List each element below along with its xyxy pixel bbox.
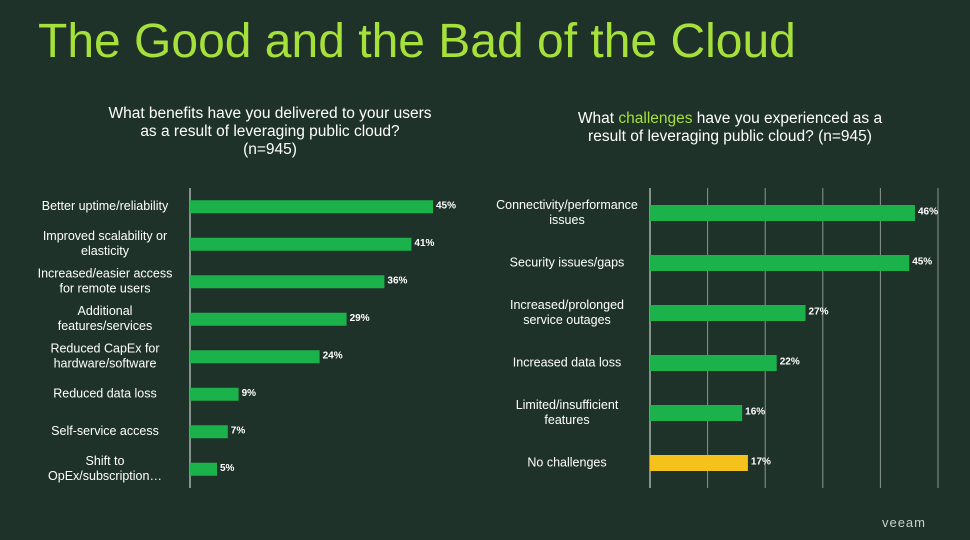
- benefits-bar: [190, 425, 228, 439]
- challenges-category-label: Connectivity/performance: [496, 198, 638, 212]
- challenges-category-label: service outages: [523, 313, 611, 327]
- benefits-category-label: for remote users: [59, 282, 150, 296]
- challenges-category-label: Limited/insufficient: [516, 398, 619, 412]
- challenges-question-prefix: What: [577, 110, 619, 127]
- benefits-bar: [190, 312, 347, 326]
- benefits-category-label: OpEx/subscription…: [48, 469, 162, 483]
- benefits-value-label: 7%: [231, 425, 246, 436]
- challenges-question-line2: result of leveraging public cloud? (n=94…: [588, 128, 872, 145]
- benefits-category-label: hardware/software: [54, 357, 157, 371]
- slide-title: The Good and the Bad of the Cloud: [38, 15, 796, 68]
- benefits-category-label: features/services: [58, 319, 152, 333]
- benefits-category-label: Additional: [78, 304, 133, 318]
- challenges-bar: [650, 255, 910, 271]
- challenges-chart-title: What challenges have you experienced as …: [520, 110, 940, 146]
- challenges-question-suffix: have you experienced as a: [692, 110, 883, 127]
- benefits-value-label: 29%: [350, 313, 370, 324]
- benefits-category-label: Better uptime/reliability: [42, 199, 169, 213]
- challenges-value-label: 45%: [912, 257, 932, 268]
- benefits-value-label: 36%: [387, 275, 407, 286]
- brand-logo: veeam: [881, 515, 926, 530]
- benefits-category-label: Improved scalability or: [43, 229, 167, 243]
- benefits-question-line2: as a result of leveraging public cloud?: [140, 123, 400, 140]
- benefits-value-label: 5%: [220, 463, 235, 474]
- challenges-category-label: No challenges: [527, 455, 606, 469]
- benefits-value-label: 41%: [414, 238, 434, 249]
- benefits-value-label: 9%: [242, 388, 257, 399]
- challenges-bar: [650, 405, 743, 421]
- challenges-bar: [650, 455, 748, 471]
- benefits-category-label: Reduced data loss: [53, 387, 157, 401]
- benefits-bar: [190, 275, 385, 289]
- challenges-category-label: issues: [549, 213, 584, 227]
- benefits-bar: [190, 237, 412, 251]
- benefits-category-label: elasticity: [81, 244, 130, 258]
- benefits-question-line3: (n=945): [243, 141, 297, 158]
- benefits-value-label: 45%: [436, 200, 456, 211]
- challenges-value-label: 16%: [745, 407, 765, 418]
- benefits-value-label: 24%: [323, 350, 343, 361]
- challenges-bar: [650, 305, 806, 321]
- challenges-category-label: Increased data loss: [513, 355, 621, 369]
- challenges-value-label: 27%: [809, 307, 829, 318]
- challenges-bar: [650, 355, 777, 371]
- benefits-bar: [190, 387, 239, 401]
- benefits-category-label: Reduced CapEx for: [50, 342, 159, 356]
- challenges-value-label: 17%: [751, 457, 771, 468]
- challenges-value-label: 46%: [918, 207, 938, 218]
- benefits-chart-title: What benefits have you delivered to your…: [60, 105, 480, 159]
- challenges-question-highlight: challenges: [618, 110, 693, 127]
- benefits-question-line1: What benefits have you delivered to your…: [108, 105, 432, 122]
- benefits-category-label: Self-service access: [51, 424, 159, 438]
- benefits-bar: [190, 200, 433, 214]
- challenges-category-label: Increased/prolonged: [510, 298, 624, 312]
- challenges-category-label: Security issues/gaps: [510, 255, 625, 269]
- challenges-bar: [650, 205, 915, 221]
- benefits-bar: [190, 462, 217, 476]
- benefits-category-label: Increased/easier access: [38, 267, 173, 281]
- benefits-bar: [190, 350, 320, 364]
- challenges-value-label: 22%: [780, 357, 800, 368]
- challenges-category-label: features: [544, 413, 589, 427]
- benefits-category-label: Shift to: [86, 454, 125, 468]
